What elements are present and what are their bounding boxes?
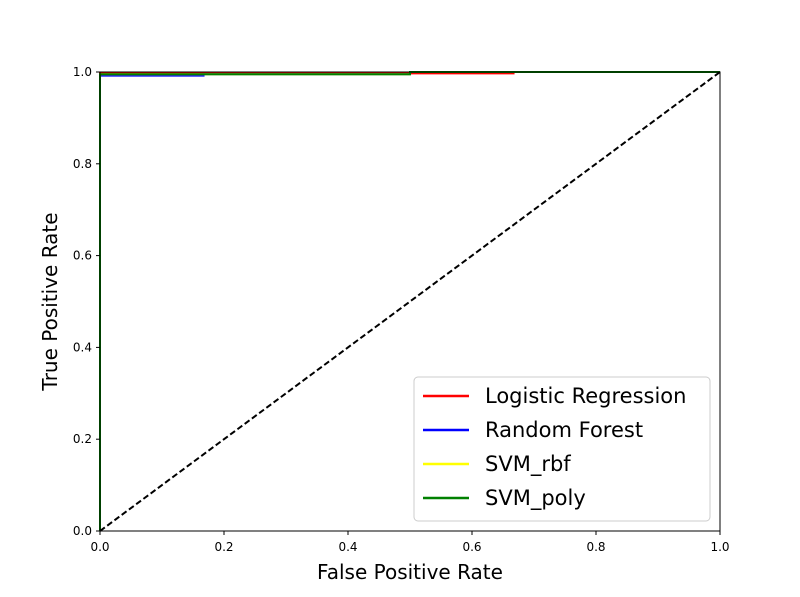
y-tick-label: 0.2 xyxy=(73,432,92,446)
y-tick-label: 0.4 xyxy=(73,340,92,354)
x-tick-label: 0.8 xyxy=(586,540,605,554)
legend-label-svm-rbf: SVM_rbf xyxy=(485,452,571,477)
y-tick-label: 0.8 xyxy=(73,157,92,171)
y-tick-label: 0.0 xyxy=(73,524,92,538)
legend-box xyxy=(413,376,711,522)
chance-diagonal-line xyxy=(99,71,721,532)
x-tick-label: 0.6 xyxy=(462,540,481,554)
y-tick-label: 0.6 xyxy=(73,249,92,263)
y-tick-label: 1.0 xyxy=(73,65,92,79)
legend-label-logistic-regression: Logistic Regression xyxy=(485,384,686,408)
x-tick-label: 0.4 xyxy=(338,540,357,554)
legend: Logistic Regression Random Forest SVM_rbf S… xyxy=(413,376,711,522)
legend-label-random-forest: Random Forest xyxy=(485,418,643,442)
y-axis-ticks: 0.0 0.2 0.4 0.6 0.8 1.0 xyxy=(73,65,100,538)
legend-label-svm-poly: SVM_poly xyxy=(485,486,586,511)
y-axis-title: True Positive Rate xyxy=(38,212,62,391)
x-axis-title: False Positive Rate xyxy=(317,560,503,584)
x-tick-label: 0.0 xyxy=(90,540,109,554)
x-tick-label: 1.0 xyxy=(710,540,729,554)
plot-frame xyxy=(99,71,721,532)
x-tick-label: 0.2 xyxy=(214,540,233,554)
x-axis-ticks: 0.0 0.2 0.4 0.6 0.8 1.0 xyxy=(90,531,730,554)
